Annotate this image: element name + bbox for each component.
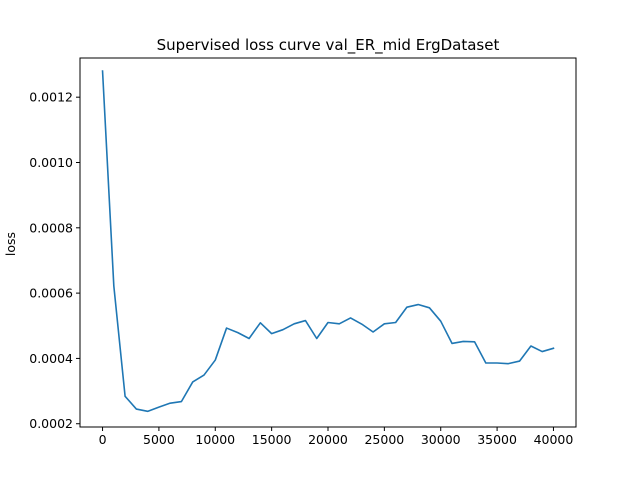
y-tick-label: 0.0002 (29, 416, 73, 431)
plot-frame (79, 57, 577, 428)
x-axis: 0 5000 10000 15000 20000 25000 30000 35000 40000 (99, 427, 574, 447)
y-tick-label: 0.0008 (29, 220, 73, 235)
x-tick-label: 20000 (308, 432, 348, 447)
y-tick-label: 0.0012 (29, 90, 73, 105)
x-tick-label: 5000 (143, 432, 175, 447)
x-tick-label: 10000 (195, 432, 235, 447)
loss-series-line (101, 70, 555, 413)
x-tick-label: 0 (99, 432, 107, 447)
chart-title: Supervised loss curve val_ER_mid ErgData… (157, 36, 500, 55)
y-axis-label: loss (3, 232, 18, 256)
y-axis: 0.0002 0.0004 0.0006 0.0008 0.0010 0.0012 (29, 90, 80, 431)
x-tick-label: 15000 (252, 432, 292, 447)
y-tick-label: 0.0004 (29, 351, 73, 366)
x-tick-label: 25000 (364, 432, 404, 447)
x-tick-label: 30000 (421, 432, 461, 447)
y-tick-label: 0.0006 (29, 286, 73, 301)
series-layer (101, 70, 555, 413)
y-tick-label: 0.0010 (29, 155, 73, 170)
x-tick-label: 35000 (477, 432, 517, 447)
x-tick-label: 40000 (534, 432, 574, 447)
